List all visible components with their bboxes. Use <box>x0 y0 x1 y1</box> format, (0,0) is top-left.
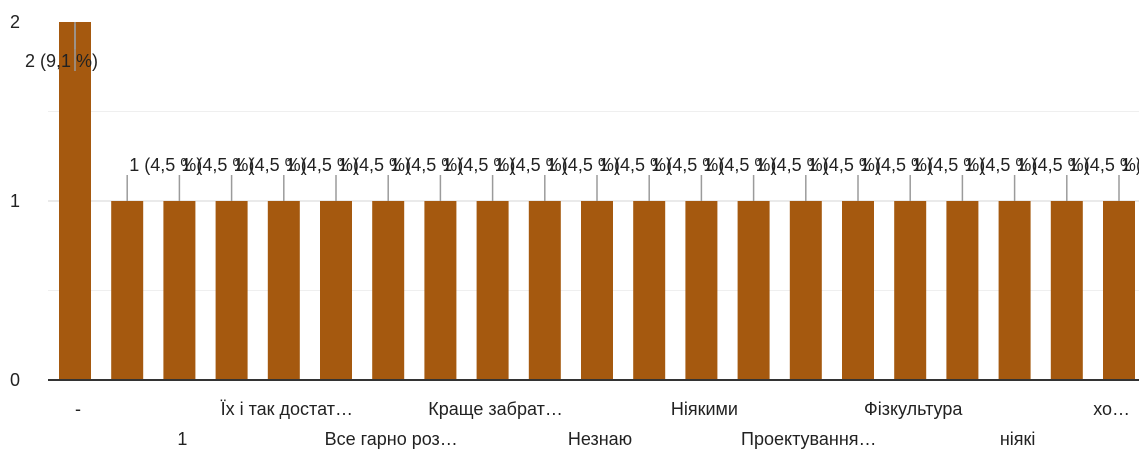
bar <box>163 201 196 380</box>
bar <box>998 201 1031 380</box>
bar <box>737 201 770 380</box>
bar <box>1050 201 1083 380</box>
bars <box>59 22 1135 380</box>
bar <box>894 201 927 380</box>
data-label: 1 (4,5 %) <box>599 155 672 175</box>
data-label: 2 (9,1 %) <box>25 51 98 71</box>
data-label: 1 (4,5 %) <box>286 155 359 175</box>
data-label: 1 (4,5 %) <box>181 155 254 175</box>
bar <box>424 201 457 380</box>
x-category-label: Фізкультура <box>864 399 963 419</box>
bar <box>842 201 874 380</box>
x-category-label: Все гарно роз… <box>325 429 458 449</box>
data-label: 1 (4,5 %) <box>912 155 985 175</box>
data-label: 1 (4,5 %) <box>1069 155 1139 175</box>
x-category-label: Ніякими <box>671 399 738 419</box>
data-label: 1 (4,5 %) <box>234 155 307 175</box>
data-label: 1 (4,5 %) <box>129 155 202 175</box>
x-category-label: хо… <box>1093 399 1130 419</box>
bar <box>581 201 613 380</box>
data-label: 1 (4,5 %) <box>860 155 933 175</box>
data-label: 1 (4,5 %) <box>964 155 1037 175</box>
bar <box>320 201 352 380</box>
bar <box>633 201 666 380</box>
y-tick-label: 0 <box>10 370 20 390</box>
bar <box>267 201 300 380</box>
data-label: 1 (4,5 %) <box>495 155 568 175</box>
x-category-label: Проектування… <box>741 429 877 449</box>
data-label: 1 (4,5 %) <box>442 155 515 175</box>
data-label: 1 (4,5 %) <box>651 155 724 175</box>
y-tick-label: 2 <box>10 12 20 32</box>
data-label: 1 (4,5 %) <box>808 155 881 175</box>
y-tick-label: 1 <box>10 191 20 211</box>
x-category-label: Незнаю <box>568 429 632 449</box>
x-category-label: - <box>75 399 81 419</box>
data-label: 1 (4,5 %) <box>338 155 411 175</box>
bar <box>372 201 405 380</box>
data-label: 1 (4,5 %) <box>756 155 829 175</box>
bar <box>476 201 509 380</box>
bar <box>1103 201 1135 380</box>
bar <box>685 201 718 380</box>
data-label: 1 (4,5 %) <box>547 155 620 175</box>
bar <box>215 201 248 380</box>
data-labels: 2 (9,1 %)1 (4,5 %)1 (4,5 %)1 (4,5 %)1 (4… <box>25 22 1139 201</box>
x-category-label: Краще забрат… <box>428 399 563 419</box>
x-category-label: 1 <box>177 429 187 449</box>
bar <box>528 201 561 380</box>
bar <box>789 201 822 380</box>
data-label: 1 (4,5 %) <box>1017 155 1090 175</box>
x-category-label: ніякі <box>1000 429 1036 449</box>
data-label: 1 (4,5 %) <box>390 155 463 175</box>
bar <box>946 201 979 380</box>
data-label: 1 (4,5 %) <box>1121 155 1139 175</box>
x-category-label: Їх і так достат… <box>221 399 353 419</box>
data-label: 1 (4,5 %) <box>703 155 776 175</box>
x-axis-labels: - 1 Їх і так достат… Все гарно роз… Краще за… <box>75 399 1130 449</box>
y-axis-ticks: 0 1 2 <box>10 12 20 390</box>
bar <box>59 22 91 380</box>
bar <box>111 201 144 380</box>
